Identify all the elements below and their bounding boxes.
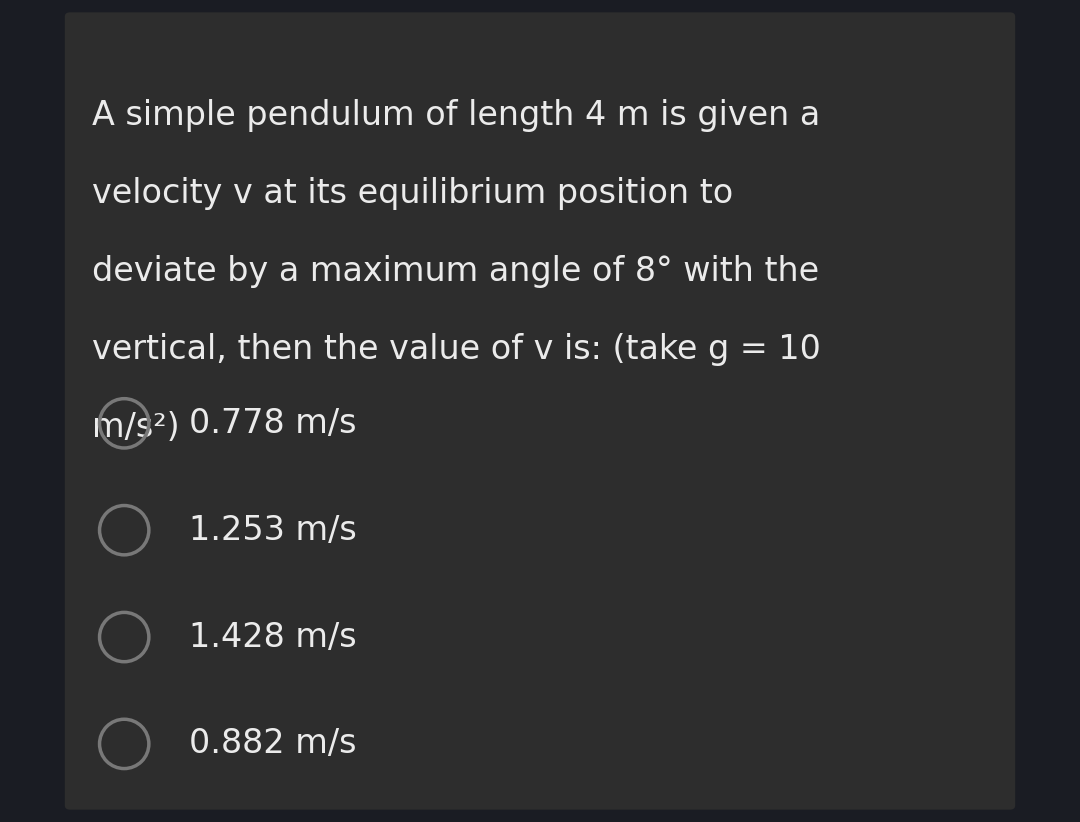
Text: velocity v at its equilibrium position to: velocity v at its equilibrium position t…	[92, 177, 733, 210]
FancyBboxPatch shape	[65, 12, 1015, 810]
Text: 0.882 m/s: 0.882 m/s	[189, 727, 356, 760]
Text: deviate by a maximum angle of 8° with the: deviate by a maximum angle of 8° with th…	[92, 255, 819, 288]
Text: vertical, then the value of v is: (take g = 10: vertical, then the value of v is: (take …	[92, 333, 821, 366]
Text: A simple pendulum of length 4 m is given a: A simple pendulum of length 4 m is given…	[92, 99, 820, 132]
Text: 1.253 m/s: 1.253 m/s	[189, 514, 356, 547]
Text: 0.778 m/s: 0.778 m/s	[189, 407, 356, 440]
Text: 1.428 m/s: 1.428 m/s	[189, 621, 356, 653]
Text: m/s²): m/s²)	[92, 411, 179, 444]
